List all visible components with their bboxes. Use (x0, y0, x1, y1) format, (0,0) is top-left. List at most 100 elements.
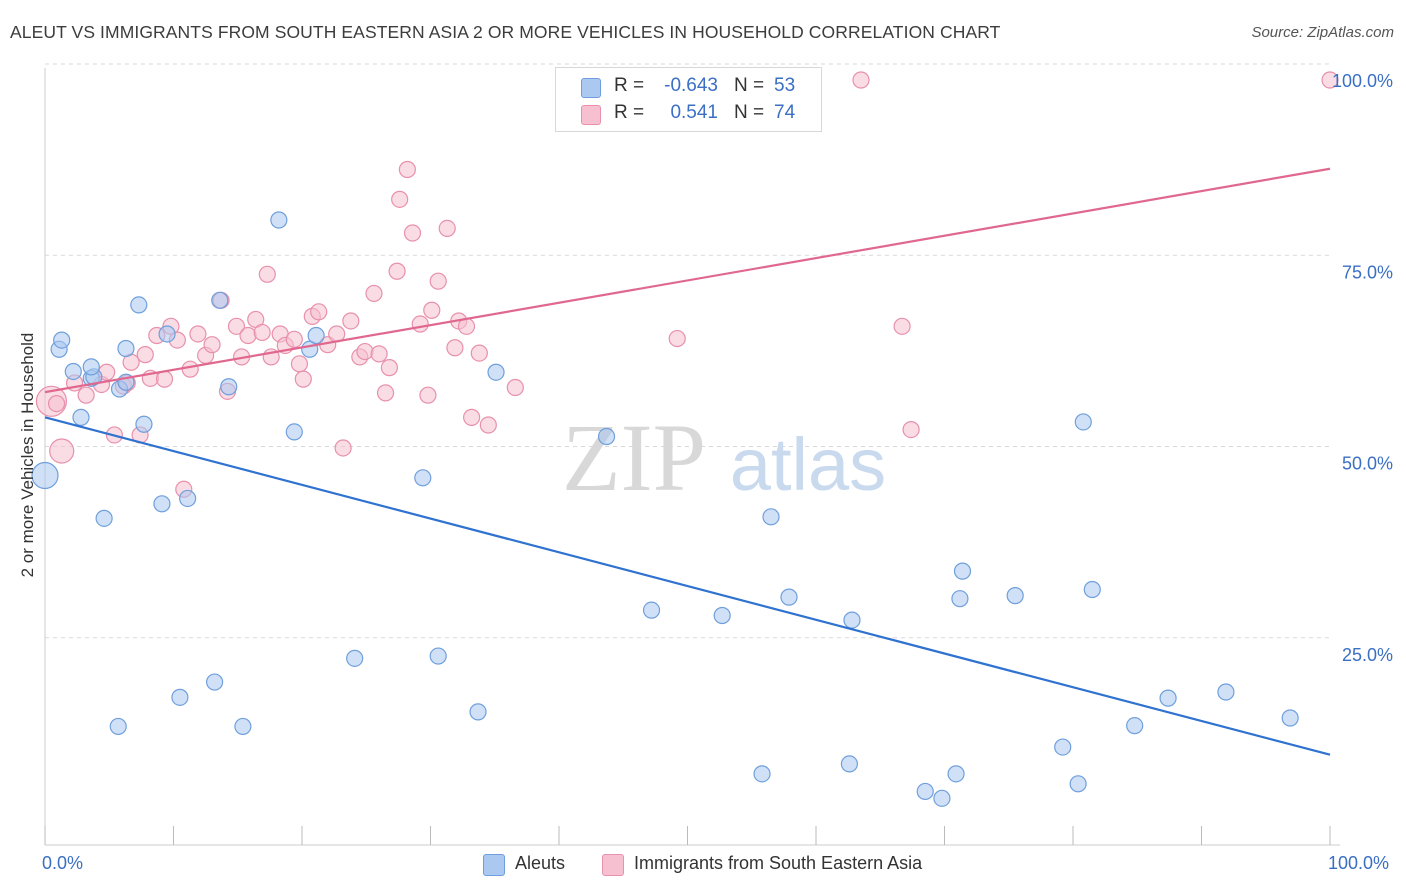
aleut-point (713, 606, 731, 625)
aleut-point (179, 489, 197, 508)
immigrant-point (380, 359, 398, 377)
immigrant-point (47, 394, 66, 413)
aleut-point (1217, 683, 1235, 701)
immigrant-point (203, 336, 221, 354)
immigrant-point (429, 272, 447, 290)
aleut-point (1126, 717, 1144, 735)
y-tick-label: 50.0% (1342, 454, 1393, 474)
aleut-point (1069, 775, 1087, 793)
legend-swatch-blue (483, 854, 505, 876)
immigrant-point (391, 190, 409, 208)
aleut-point (220, 378, 238, 396)
immigrant-point (370, 345, 388, 363)
watermark: ZIP atlas (562, 404, 886, 511)
aleut-point (82, 358, 100, 376)
immigrant-point (49, 438, 75, 464)
immigrant-point (419, 386, 437, 404)
aleut-point (753, 765, 771, 783)
legend-n-value: 53 (774, 75, 796, 96)
immigrant-point (239, 326, 257, 345)
immigrant-point (403, 224, 422, 242)
y-tick-label: 25.0% (1342, 645, 1393, 665)
immigrant-point (388, 262, 406, 280)
immigrant-point (423, 301, 441, 319)
aleut-point (53, 331, 71, 349)
immigrant-point (334, 439, 352, 457)
watermark-zip: ZIP (562, 404, 706, 511)
aleut-point (171, 688, 189, 706)
aleut-point (1006, 587, 1024, 605)
aleut-point (346, 649, 364, 667)
aleut-point (597, 427, 616, 446)
y-tick-label: 100.0% (1332, 71, 1393, 91)
aleut-point (109, 717, 127, 736)
immigrant-point (155, 370, 174, 388)
chart-title: ALEUT VS IMMIGRANTS FROM SOUTH EASTERN A… (10, 22, 1001, 42)
axes (44, 68, 1340, 846)
aleut-point (117, 339, 135, 358)
aleut-point (1074, 413, 1092, 431)
aleut-point (1159, 689, 1177, 707)
legend-r-value: -0.643 (664, 75, 718, 96)
aleut-point (64, 362, 82, 381)
immigrant-point (446, 339, 464, 357)
aleut-point (206, 673, 224, 691)
immigrant-point (398, 160, 416, 179)
immigrant-point (463, 408, 481, 426)
aleut-point (31, 461, 59, 490)
aleut-point (933, 789, 951, 807)
legend-row-aleuts: R = -0.643 N = 53 (556, 73, 821, 101)
immigrant-point (893, 317, 911, 335)
aleut-point (95, 509, 113, 527)
aleut-point (135, 415, 153, 433)
immigrant-point (290, 355, 309, 373)
aleut-point (487, 363, 505, 381)
aleut-point (270, 211, 288, 229)
legend-swatch-blue (581, 78, 601, 98)
immigrant-point (342, 312, 360, 330)
aleut-point (840, 755, 859, 773)
legend-r-label: R = (614, 75, 645, 96)
series-legend: Aleuts Immigrants from South Eastern Asi… (0, 852, 1406, 878)
immigrant-point (136, 346, 154, 364)
correlation-legend: R = -0.643 N = 53 R = 0.541 N = 74 (555, 67, 822, 132)
immigrant-point (438, 219, 456, 238)
legend-swatch-pink (581, 105, 601, 125)
legend-r-value: 0.541 (670, 102, 718, 123)
aleut-point (953, 562, 972, 580)
legend-n-label: N = (734, 75, 765, 96)
aleut-point (916, 782, 934, 801)
aleut-trend-line (44, 416, 1331, 756)
watermark-atlas: atlas (730, 423, 886, 506)
aleut-point (429, 647, 447, 665)
aleut-point (153, 495, 171, 513)
aleut-point (762, 508, 780, 526)
aleut-point (1281, 709, 1299, 727)
immigrant-point (668, 329, 686, 348)
aleut-point (1083, 580, 1101, 599)
aleut-point (211, 291, 229, 309)
y-tick-label: 75.0% (1342, 262, 1393, 282)
immigrant-point (294, 370, 312, 388)
x-tick-label-min: 0.0% (42, 853, 84, 873)
immigrant-point (902, 421, 920, 439)
aleut-point (843, 611, 861, 629)
y-axis-label: 2 or more Vehicles in Household (18, 332, 37, 578)
aleut-point (947, 765, 965, 783)
x-tick-label-max: 100.0% (1328, 853, 1390, 873)
legend-label-aleuts: Aleuts (515, 853, 566, 873)
immigrant-point (411, 315, 429, 333)
legend-n-value: 74 (774, 102, 796, 123)
immigrant-point (470, 344, 488, 362)
immigrant-point (310, 303, 328, 321)
aleut-point (780, 588, 798, 606)
immigrant-point (227, 317, 246, 335)
aleut-point (307, 326, 325, 345)
immigrant-point (258, 265, 276, 283)
legend-label-immigrants: Immigrants from South Eastern Asia (634, 853, 923, 873)
aleut-point (72, 408, 90, 426)
y-tick-labels: 25.0% 50.0% 75.0% 100.0% (1332, 71, 1393, 665)
legend-n-label: N = (734, 102, 765, 123)
immigrant-point (479, 416, 497, 434)
